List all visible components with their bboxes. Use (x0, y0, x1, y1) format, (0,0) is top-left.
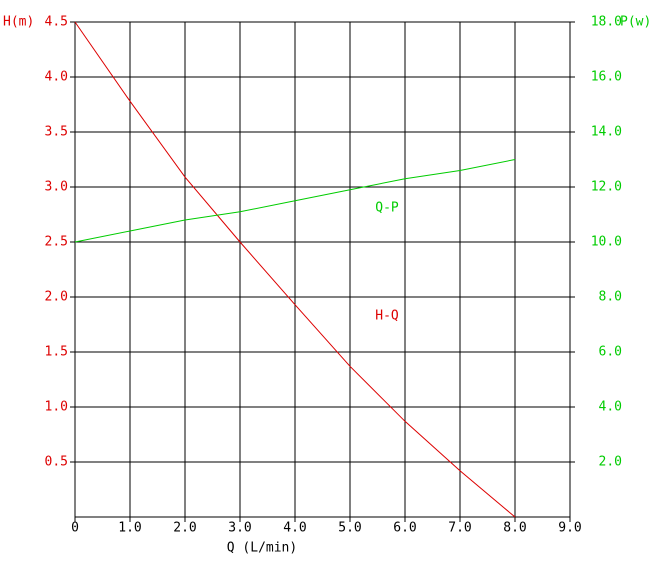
y2-tick-label: 8.0 (599, 290, 622, 305)
y2-tick-label: 6.0 (599, 345, 622, 360)
y2-tick-label: 12.0 (591, 180, 622, 195)
y-tick-label: 3.0 (45, 180, 68, 195)
y-tick-label: 3.5 (45, 125, 68, 140)
y2-tick-label: 18.0 (591, 15, 622, 30)
x-tick-label: 3.0 (228, 521, 251, 536)
x-tick-label: 2.0 (173, 521, 196, 536)
x-tick-label: 5.0 (338, 521, 361, 536)
y-axis-label: H(m) (3, 15, 34, 30)
x-tick-label: 7.0 (448, 521, 471, 536)
series-line (74, 21, 516, 518)
x-tick-label: 1.0 (118, 521, 141, 536)
x-axis-label: Q (L/min) (227, 541, 297, 556)
y-tick-label: 4.0 (45, 70, 68, 85)
series-label: H-Q (375, 309, 399, 324)
y-tick-label: 2.0 (45, 290, 68, 305)
x-tick-label: 6.0 (393, 521, 416, 536)
y-tick-label: 1.0 (45, 400, 68, 415)
y2-tick-label: 10.0 (591, 235, 622, 250)
y2-tick-label: 14.0 (591, 125, 622, 140)
y2-axis-label: P(w) (620, 15, 651, 30)
x-tick-label: 4.0 (283, 521, 306, 536)
y-tick-label: 1.5 (45, 345, 68, 360)
y2-tick-label: 4.0 (599, 400, 622, 415)
y-tick-label: 2.5 (45, 235, 68, 250)
y-tick-label: 0.5 (45, 455, 68, 470)
x-tick-label: 0 (71, 521, 79, 536)
series-label: Q-P (375, 201, 399, 216)
y-tick-label: 4.5 (45, 15, 68, 30)
x-tick-label: 8.0 (503, 521, 526, 536)
series-line (74, 159, 516, 243)
y2-tick-label: 16.0 (591, 70, 622, 85)
x-tick-label: 9.0 (558, 521, 581, 536)
y2-tick-label: 2.0 (599, 455, 622, 470)
